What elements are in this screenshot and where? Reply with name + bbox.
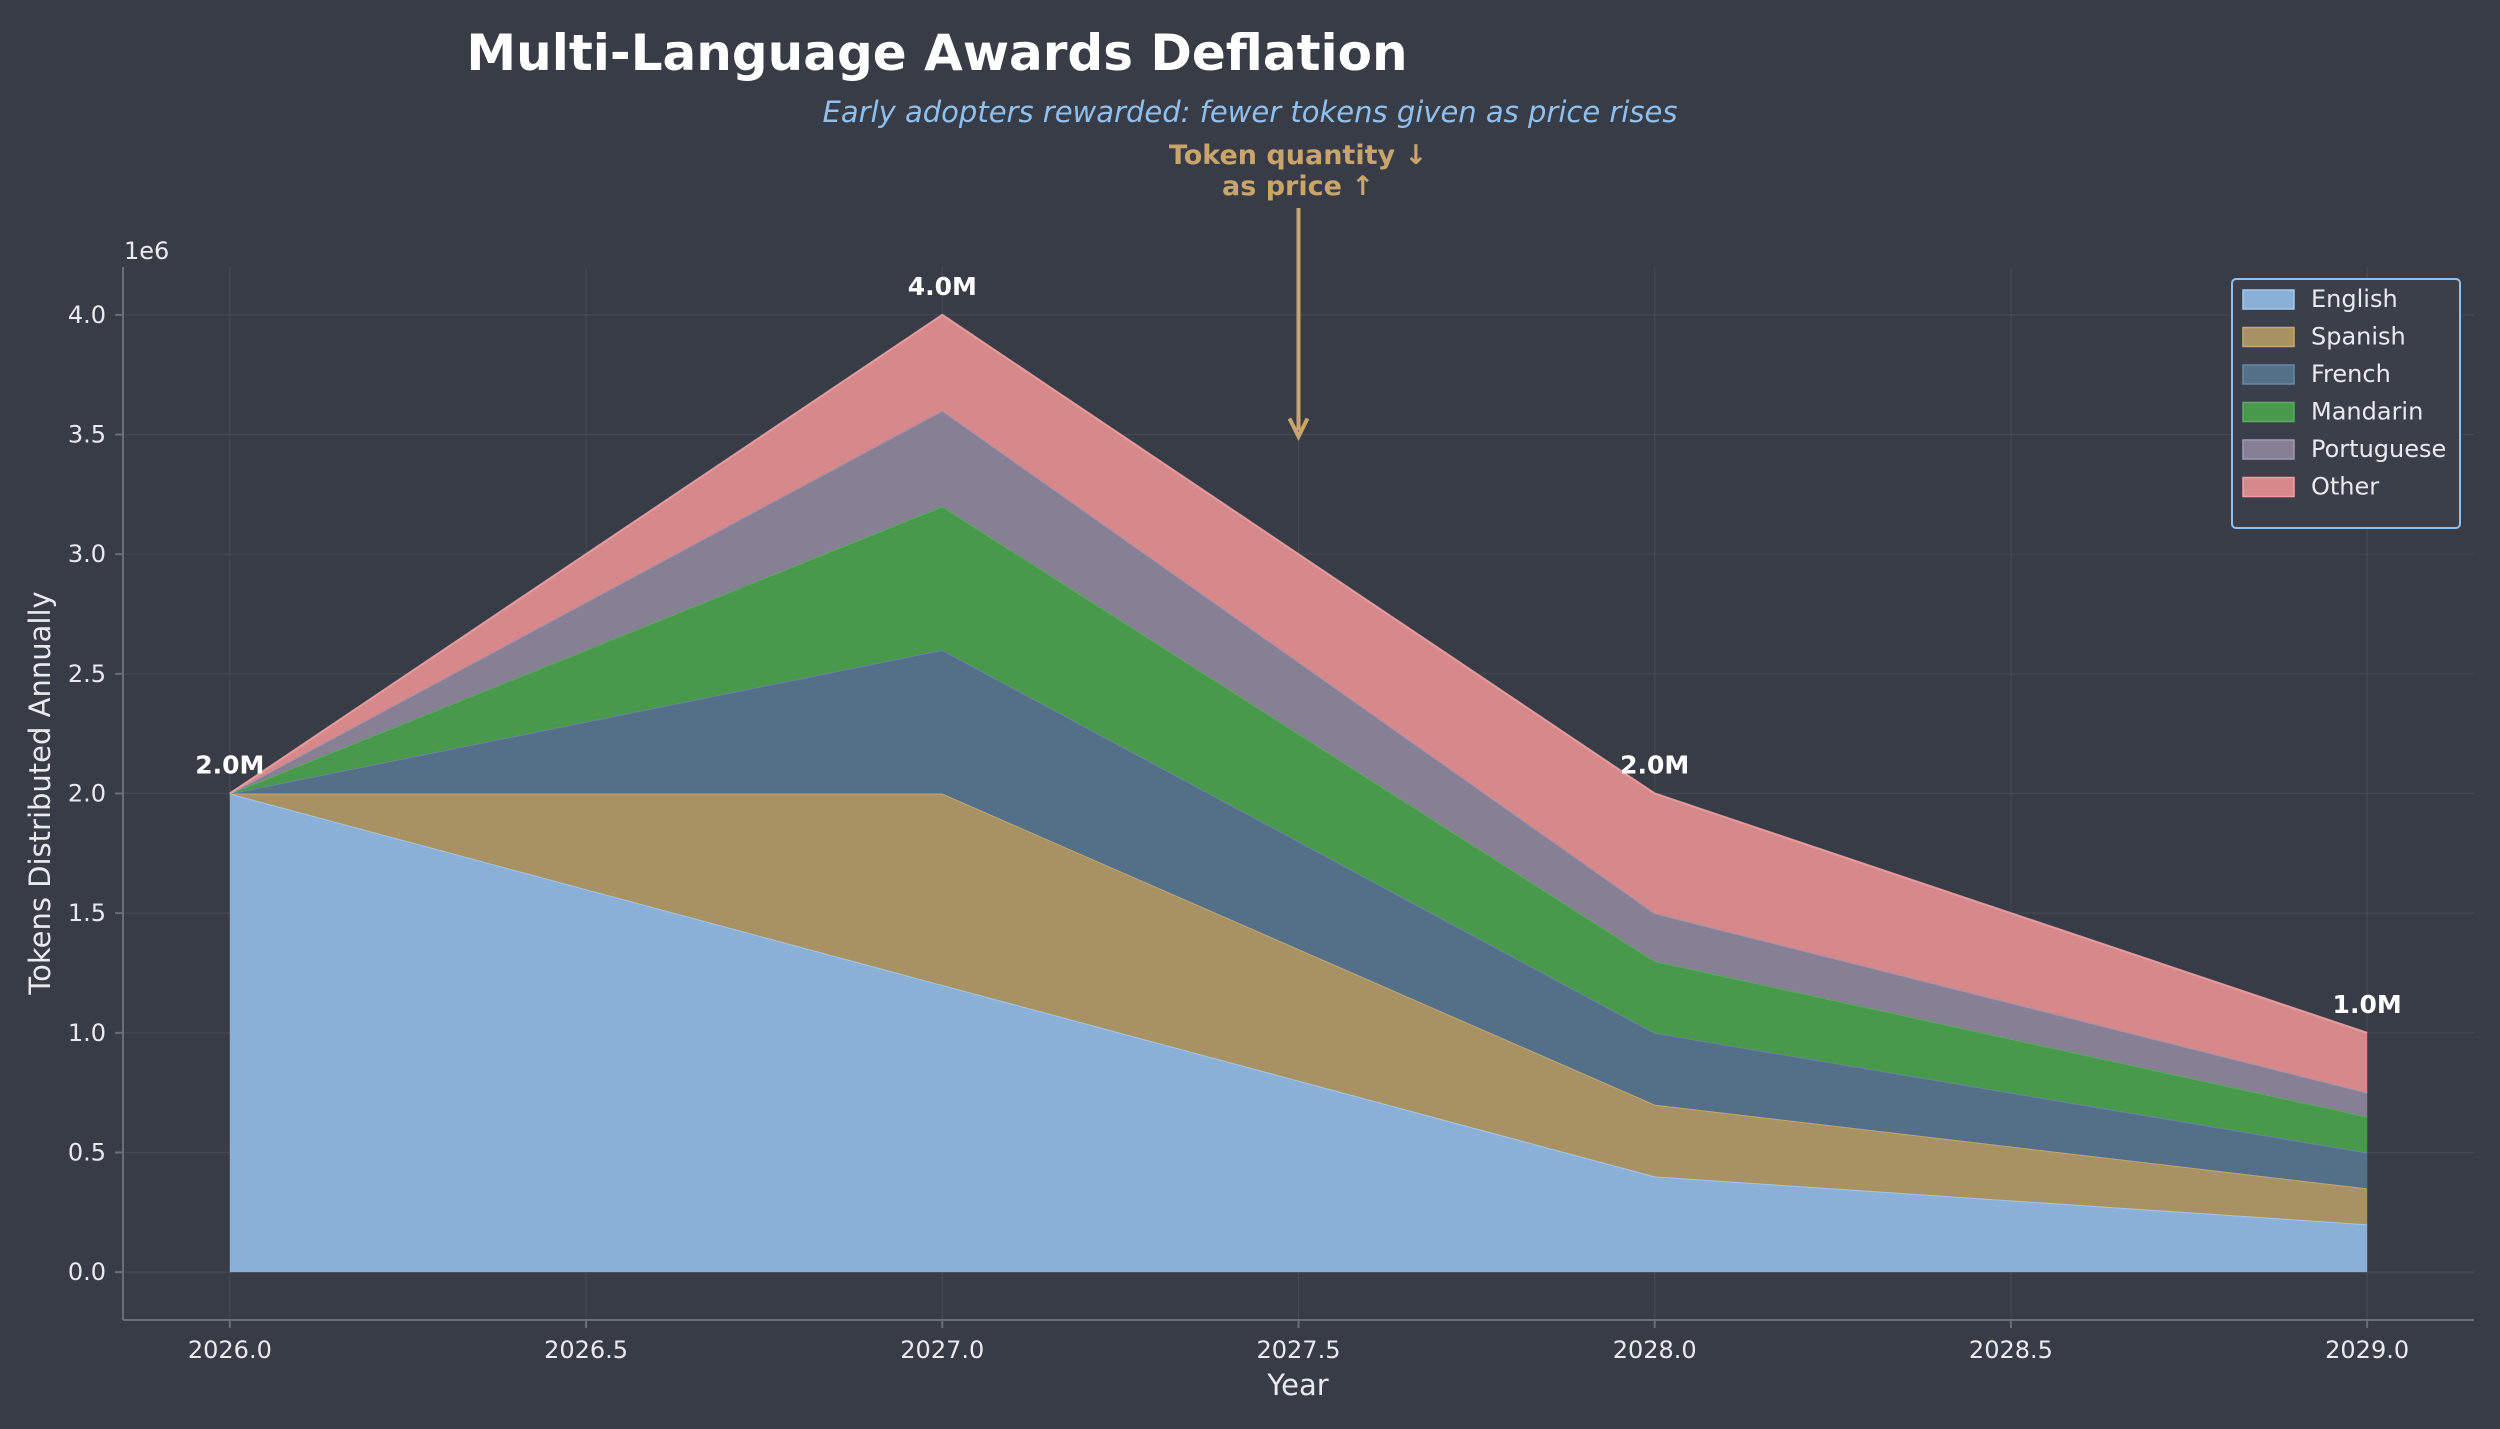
x-tick-label-3: 2027.5 <box>1257 1336 1341 1364</box>
legend-swatch-mandarin <box>2242 401 2295 423</box>
axes: 2026.0 2026.5 2027.0 2027.5 2028.0 2028.5 2029… <box>68 267 2474 1364</box>
x-tick-label-2: 2027.0 <box>900 1336 984 1364</box>
y-tick-label-1: 0.5 <box>68 1138 106 1166</box>
stacked-areas <box>229 313 2368 1273</box>
total-label-0: 2.0M <box>195 751 264 780</box>
area-edge-portuguese <box>229 409 2368 1094</box>
x-tick-label-4: 2028.0 <box>1613 1336 1697 1364</box>
annotation-arrow <box>1287 208 1310 441</box>
legend-label-mandarin: Mandarin <box>2311 398 2423 426</box>
total-label-3: 1.0M <box>2333 990 2402 1019</box>
y-tick-label-3: 1.5 <box>68 899 106 927</box>
y-tick-label-5: 2.5 <box>68 660 106 688</box>
x-tick-label-1: 2026.5 <box>544 1336 628 1364</box>
total-label-2: 2.0M <box>1620 751 1689 780</box>
legend: English Spanish French Mandarin Portuguese Ot… <box>2231 278 2461 529</box>
y-tick-label-4: 2.0 <box>68 780 106 808</box>
y-tick-label-7: 3.5 <box>68 421 106 449</box>
annotation-arrow-head <box>1287 417 1310 441</box>
chart-title: Multi-Language Awards Deflation <box>466 24 1407 82</box>
legend-swatch-other <box>2242 476 2295 498</box>
y-axis-label: Tokens Distributed Annually <box>23 591 57 995</box>
x-tick-label-5: 2028.5 <box>1969 1336 2053 1364</box>
legend-swatch-french <box>2242 364 2295 385</box>
legend-swatch-english <box>2242 289 2295 310</box>
area-portuguese <box>229 410 2368 1117</box>
area-edge-french <box>229 648 2368 1154</box>
x-axis-label: Year <box>1266 1368 1328 1402</box>
area-edge-other <box>229 313 2368 1034</box>
y-tick-label-8: 4.0 <box>68 301 106 329</box>
annotation-line-2: as price ↑ <box>1222 171 1374 202</box>
legend-swatch-portuguese <box>2242 439 2295 460</box>
area-english <box>229 793 2368 1273</box>
y-axis-offset-label: 1e6 <box>124 237 169 265</box>
area-other <box>229 314 2368 1093</box>
y-tick-label-0: 0.0 <box>68 1258 106 1286</box>
annotation-line-1: Token quantity ↓ <box>1169 140 1427 171</box>
y-tick-label-6: 3.0 <box>68 540 106 568</box>
annotation: Token quantity ↓ as price ↑ <box>1169 140 1427 441</box>
area-french <box>229 649 2368 1189</box>
area-mandarin <box>229 506 2368 1153</box>
legend-label-french: French <box>2311 360 2391 388</box>
legend-label-portuguese: Portuguese <box>2311 435 2446 463</box>
y-tick-label-2: 1.0 <box>68 1019 106 1047</box>
legend-label-other: Other <box>2311 473 2379 501</box>
legend-label-spanish: Spanish <box>2311 323 2406 351</box>
chart-subtitle: Early adopters rewarded: fewer tokens gi… <box>823 95 1678 129</box>
data-labels: 2.0M 4.0M 2.0M 1.0M <box>195 272 2401 1019</box>
area-spanish <box>229 793 2368 1225</box>
legend-swatch-spanish <box>2242 326 2295 348</box>
x-tick-label-0: 2026.0 <box>188 1336 272 1364</box>
total-label-1: 4.0M <box>908 272 977 301</box>
legend-label-english: English <box>2311 285 2398 313</box>
x-tick-label-6: 2029.0 <box>2325 1336 2409 1364</box>
